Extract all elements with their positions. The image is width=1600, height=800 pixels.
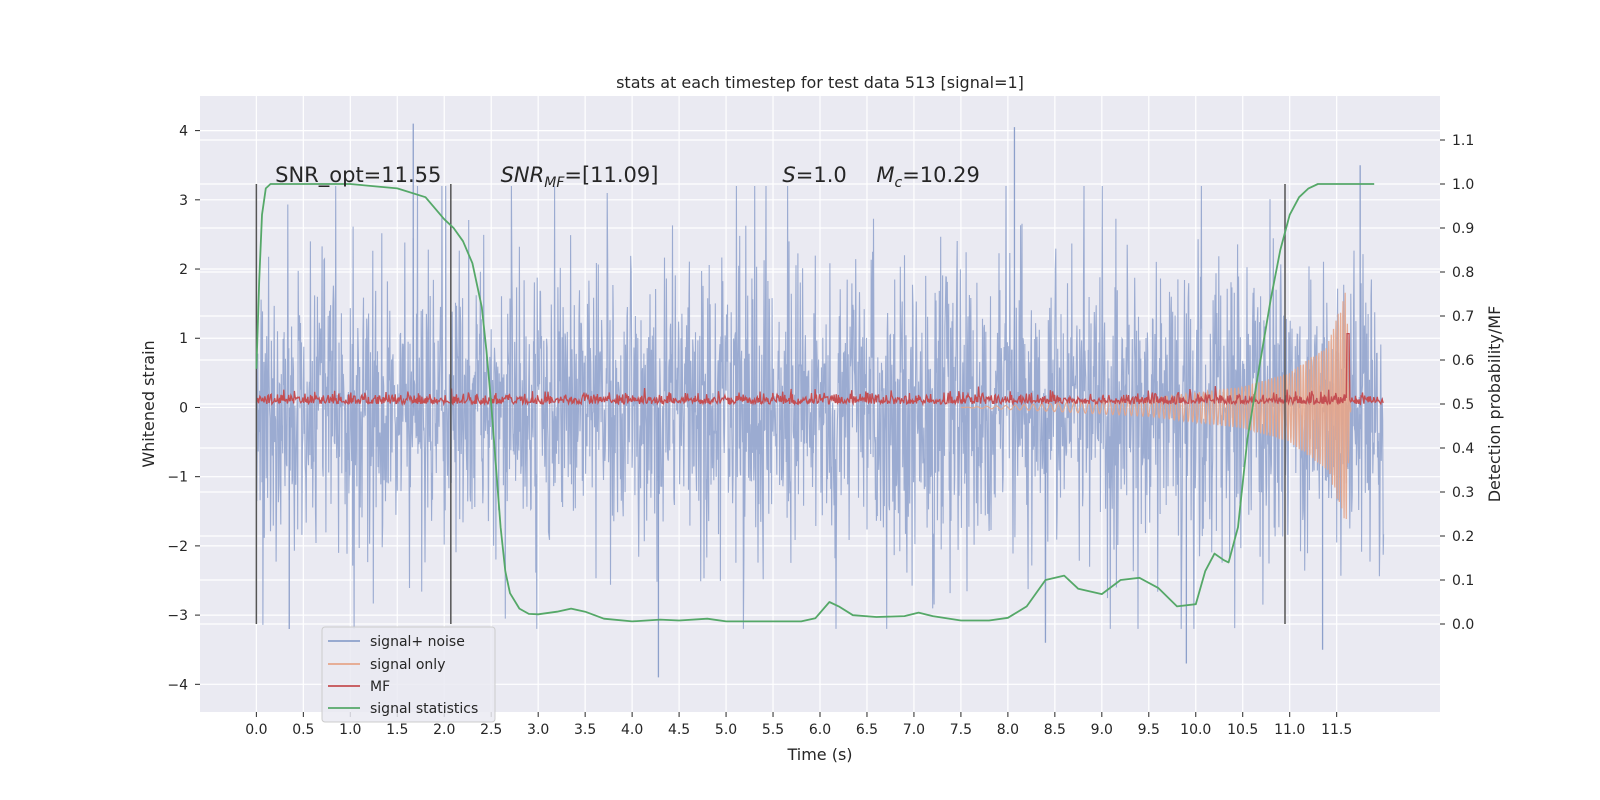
x-tick-label: 0.0 [245, 722, 267, 738]
y-right-tick-label: 0.2 [1452, 529, 1474, 545]
legend-box [321, 626, 496, 723]
x-tick-label: 10.0 [1180, 722, 1211, 738]
chart-title: stats at each timestep for test data 513… [616, 73, 1024, 92]
x-axis-ticks: 0.0 0.5 1.0 1.5 2.0 2.5 3.0 3.5 4.0 4.5 5.0 5.5 6.0 6… [245, 712, 1352, 738]
annotation-snr-opt: SNR_opt=11.55 [275, 163, 441, 188]
y-right-tick-label: 0.8 [1452, 265, 1474, 281]
legend-label-signal-noise: signal+ noise [370, 634, 465, 650]
y-right-tick-label: 0.9 [1452, 221, 1474, 237]
annotation-mc: Mc=10.29 [876, 163, 980, 191]
annotations: SNR_opt=11.55 SNRMF=[11.09] S=1.0 Mc=10.29 [275, 163, 980, 191]
signal-statistics-series [255, 183, 1375, 623]
y-axis-ticks: −4 −3 −2 −1 0 1 2 3 4 [167, 124, 200, 693]
signal-noise-line [255, 185, 1385, 629]
y-tick-label: −3 [167, 608, 188, 624]
y-right-tick-label: 0.0 [1452, 617, 1474, 633]
y-right-tick-label: 1.1 [1452, 133, 1474, 149]
signal-statistics-line [255, 183, 1375, 623]
legend-label-signal-statistics: signal statistics [370, 701, 478, 717]
y-right-tick-label: 0.6 [1452, 353, 1474, 369]
annotation-snr-mf: SNRMF=[11.09] [501, 163, 659, 191]
x-tick-label: 9.5 [1138, 722, 1160, 738]
y-axis-label: Whitened strain [139, 340, 158, 467]
y-tick-label: −2 [167, 539, 188, 555]
x-tick-label: 10.5 [1227, 722, 1258, 738]
x-tick-label: 11.0 [1274, 722, 1305, 738]
mf-series [255, 332, 1384, 407]
y-tick-label: 4 [179, 124, 188, 140]
annotation-s: S=1.0 [782, 163, 846, 187]
x-tick-label: 4.5 [668, 722, 690, 738]
mf-line [255, 332, 1384, 407]
legend-label-mf: MF [370, 679, 390, 695]
x-tick-label: 3.0 [527, 722, 549, 738]
x-tick-label: 9.0 [1091, 722, 1113, 738]
legend: signal+ noise signal only MF signal stat… [321, 626, 496, 723]
x-tick-label: 6.5 [856, 722, 878, 738]
y-right-tick-label: 0.5 [1452, 397, 1474, 413]
y-right-tick-label: 0.4 [1452, 441, 1474, 457]
y-right-tick-label: 0.1 [1452, 573, 1474, 589]
x-tick-label: 2.0 [433, 722, 455, 738]
x-tick-label: 1.0 [339, 722, 361, 738]
y-tick-label: −1 [167, 470, 188, 486]
y-right-tick-label: 0.3 [1452, 485, 1474, 501]
x-tick-label: 2.5 [480, 722, 502, 738]
x-tick-label: 7.5 [950, 722, 972, 738]
signal-noise-series [255, 123, 1385, 678]
y-right-tick-label: 1.0 [1452, 177, 1474, 193]
x-axis-label: Time (s) [786, 745, 852, 764]
legend-label-signal-only: signal only [370, 657, 445, 673]
y-tick-label: 0 [179, 400, 188, 416]
y-tick-label: 2 [179, 262, 188, 278]
y-axis-right-label: Detection probability/MF [1485, 306, 1504, 503]
signal-only-series [960, 292, 1352, 520]
y-tick-label: −4 [167, 677, 188, 693]
x-tick-label: 11.5 [1321, 722, 1352, 738]
signal-only-line [960, 292, 1352, 520]
y-right-tick-label: 0.7 [1452, 309, 1474, 325]
y-tick-label: 3 [179, 193, 188, 209]
x-tick-label: 8.0 [997, 722, 1019, 738]
y-axis-right-ticks: 0.0 0.1 0.2 0.3 0.4 0.5 0.6 0.7 0.8 0.9 1.0 1.1 [1440, 133, 1474, 633]
x-tick-label: 3.5 [574, 722, 596, 738]
x-tick-label: 0.5 [292, 722, 314, 738]
x-tick-label: 8.5 [1044, 722, 1066, 738]
marker-vlines [255, 184, 1286, 624]
x-tick-label: 4.0 [621, 722, 643, 738]
x-tick-label: 1.5 [386, 722, 408, 738]
y-tick-label: 1 [179, 331, 188, 347]
x-tick-label: 7.0 [903, 722, 925, 738]
x-tick-label: 5.0 [715, 722, 737, 738]
x-tick-label: 6.0 [809, 722, 831, 738]
x-tick-label: 5.5 [762, 722, 784, 738]
